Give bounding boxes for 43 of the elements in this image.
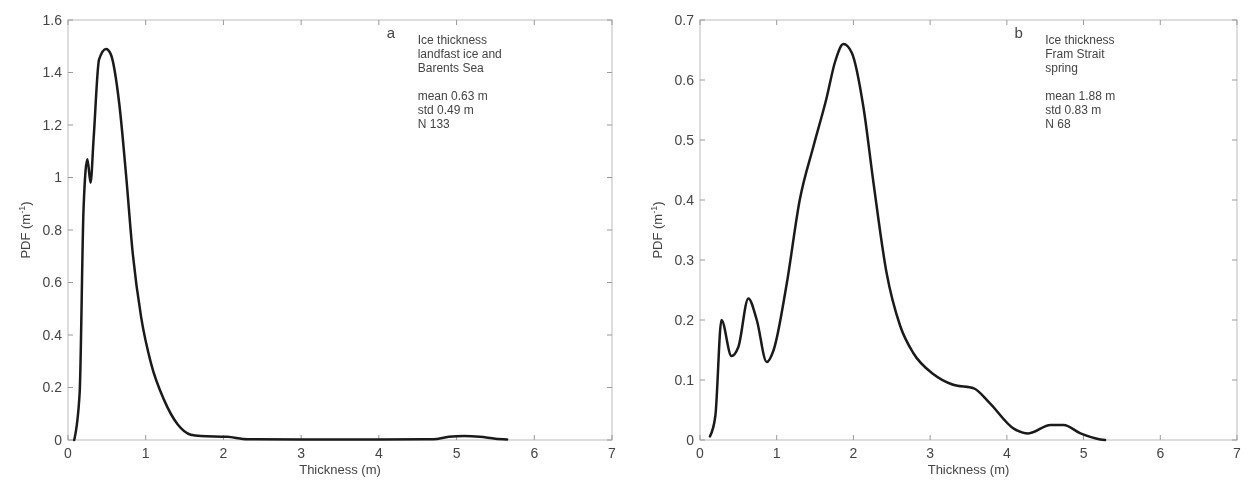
y-tick-label: 1.2 (42, 116, 63, 133)
x-tick-label: 4 (374, 445, 383, 461)
x-tick-label: 2 (849, 445, 858, 461)
y-tick-label: 0.2 (42, 379, 63, 396)
line-series (72, 47, 509, 442)
x-tick-label: 6 (530, 445, 539, 461)
line-series (708, 42, 1107, 442)
y-tick-label: 1 (54, 169, 63, 186)
y-tick-label: 0.4 (42, 326, 63, 343)
x-tick-label: 7 (608, 445, 617, 461)
x-tick-label: 5 (1079, 445, 1088, 461)
annotation: b (1014, 24, 1023, 41)
x-tick-label: 1 (141, 445, 150, 461)
x-tick-label: 2 (219, 445, 228, 461)
y-tick-label: 0 (54, 431, 63, 448)
y-tick-label: 0.2 (674, 311, 695, 328)
y-tick-label: 0.4 (674, 191, 695, 208)
y-tick-label: 0.6 (674, 71, 695, 88)
x-axis-title: Thickness (m) (299, 462, 381, 477)
annotation: Ice thickness Fram Strait spring (1045, 33, 1115, 75)
annotation: mean 1.88 m std 0.83 m N 68 (1045, 89, 1116, 131)
x-tick-label: 0 (64, 445, 73, 461)
annotation: Ice thickness landfast ice and Barents Sea (417, 33, 502, 75)
y-tick-label: 0.5 (674, 131, 695, 148)
x-tick-label: 3 (297, 445, 306, 461)
annotation: a (386, 24, 396, 41)
y-tick-label: 0.3 (674, 251, 695, 268)
y-tick-label: 0 (686, 431, 695, 448)
y-tick-label: 1.4 (42, 64, 63, 81)
x-tick-label: 6 (1156, 445, 1165, 461)
y-tick-label: 0.6 (42, 274, 63, 291)
x-tick-label: 5 (452, 445, 461, 461)
y-tick-label: 0.8 (42, 221, 63, 238)
x-tick-label: 1 (772, 445, 781, 461)
x-tick-label: 0 (696, 445, 705, 461)
x-tick-label: 3 (926, 445, 935, 461)
y-tick-label: 0.7 (674, 11, 695, 28)
x-tick-label: 4 (1002, 445, 1011, 461)
x-tick-label: 7 (1233, 445, 1242, 461)
y-tick-label: 1.6 (42, 11, 63, 28)
annotation: mean 0.63 m std 0.49 m N 133 (417, 89, 488, 131)
x-axis-title: Thickness (m) (927, 462, 1010, 477)
y-tick-label: 0.1 (674, 371, 695, 388)
